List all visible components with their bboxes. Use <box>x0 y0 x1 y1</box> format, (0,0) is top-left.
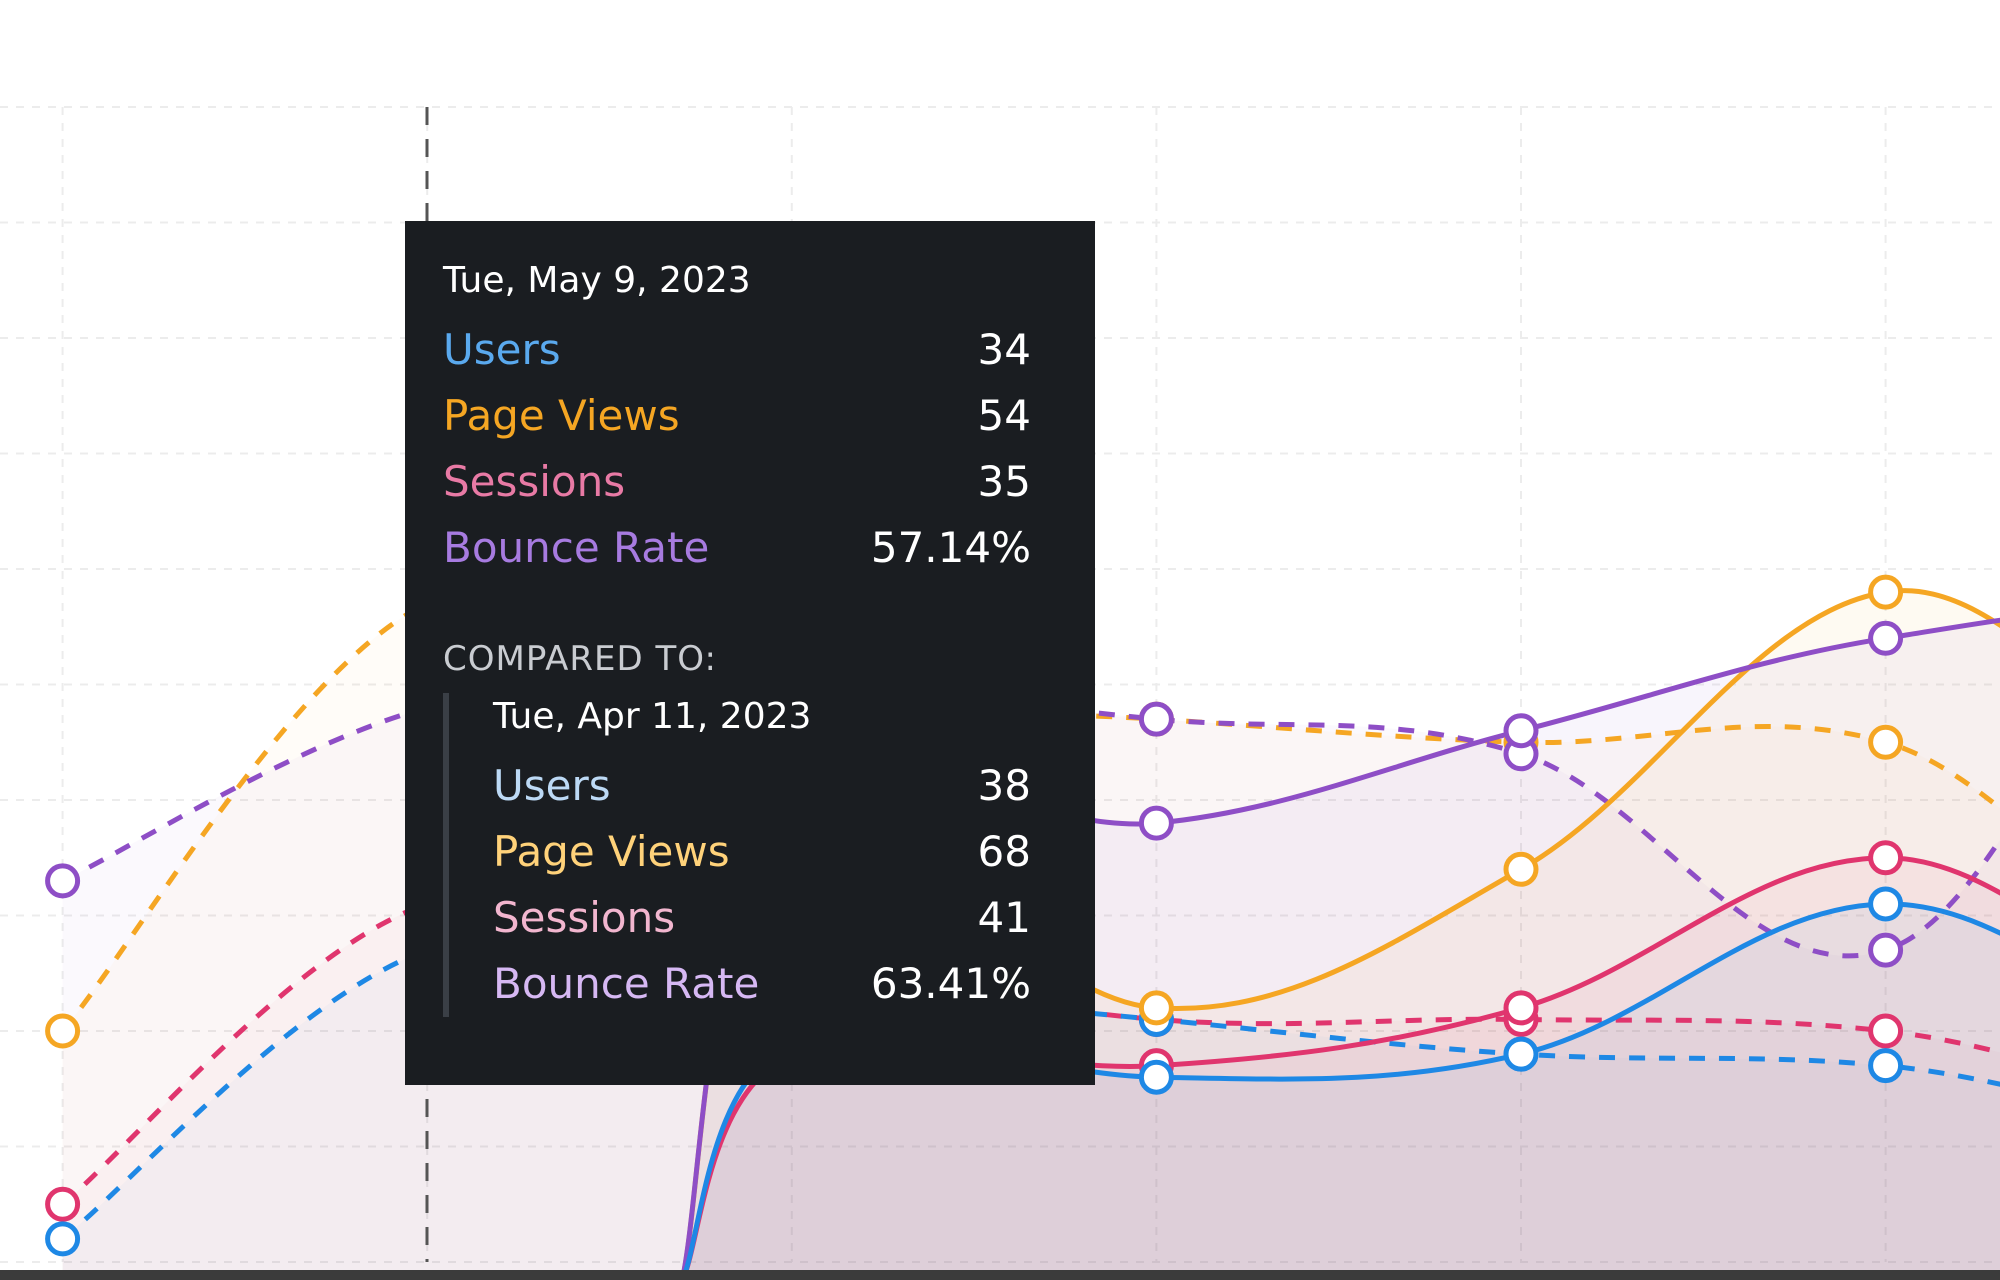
tooltip-compared-block: Tue, Apr 11, 2023 Users 38 Page Views 68… <box>443 693 1031 1017</box>
line-sessions-solid <box>679 855 2000 1280</box>
tooltip-compared-row-users: Users 38 <box>493 753 1031 819</box>
point-sessions-dashed[interactable] <box>1868 1013 1904 1049</box>
area-users-solid <box>682 903 2000 1280</box>
tooltip-label-page-views: Page Views <box>443 391 680 440</box>
point-bounce_rate-solid[interactable] <box>1868 620 1904 656</box>
area-sessions-solid <box>682 857 2000 1280</box>
tooltip-row-bounce-rate: Bounce Rate 57.14% <box>443 515 1031 581</box>
point-sessions-solid[interactable] <box>1868 840 1904 876</box>
tooltip-compared-date: Tue, Apr 11, 2023 <box>493 696 812 737</box>
point-page_views-dashed[interactable] <box>45 1013 81 1049</box>
tooltip-compared-row-bounce-rate: Bounce Rate 63.41% <box>493 951 1031 1017</box>
tooltip-compared-label-sessions: Sessions <box>493 893 676 942</box>
tooltip-compared-value-sessions: 41 <box>977 893 1031 942</box>
point-users-solid[interactable] <box>1868 886 1904 922</box>
tooltip-row-page-views: Page Views 54 <box>443 383 1031 449</box>
area-bounce_rate-solid <box>682 620 2000 1280</box>
point-bounce_rate-dashed[interactable] <box>1868 932 1904 968</box>
point-sessions-dashed[interactable] <box>45 1186 81 1222</box>
point-bounce_rate-solid[interactable] <box>1503 713 1539 749</box>
point-page_views-solid[interactable] <box>1503 851 1539 887</box>
point-page_views-solid[interactable] <box>1138 990 1174 1026</box>
point-users-dashed[interactable] <box>45 1221 81 1257</box>
tooltip-compared-label-bounce-rate: Bounce Rate <box>493 959 760 1008</box>
point-users-solid[interactable] <box>1138 1059 1174 1095</box>
area-page_views-solid <box>682 590 2000 1280</box>
tooltip-label-bounce-rate: Bounce Rate <box>443 523 710 572</box>
tooltip-row-sessions: Sessions 35 <box>443 449 1031 515</box>
point-bounce_rate-dashed[interactable] <box>1138 701 1174 737</box>
point-page_views-solid[interactable] <box>1868 574 1904 610</box>
tooltip-value-bounce-rate: 57.14% <box>870 523 1031 572</box>
tooltip-label-sessions: Sessions <box>443 457 626 506</box>
tooltip-compared-label-users: Users <box>493 761 611 810</box>
bottom-edge-bar <box>0 1270 2000 1280</box>
tooltip-row-users: Users 34 <box>443 317 1031 383</box>
tooltip-compared-value-bounce-rate: 63.41% <box>870 959 1031 1008</box>
tooltip-compared-row-page-views: Page Views 68 <box>493 819 1031 885</box>
tooltip-value-sessions: 35 <box>977 457 1031 506</box>
chart-areas <box>682 590 2000 1280</box>
point-page_views-dashed[interactable] <box>1868 724 1904 760</box>
point-bounce_rate-solid[interactable] <box>1138 805 1174 841</box>
point-users-solid[interactable] <box>1503 1036 1539 1072</box>
tooltip-value-users: 34 <box>977 325 1031 374</box>
tooltip-label-users: Users <box>443 325 561 374</box>
point-sessions-solid[interactable] <box>1503 990 1539 1026</box>
tooltip-compared-value-page-views: 68 <box>977 827 1031 876</box>
point-users-dashed[interactable] <box>1868 1048 1904 1084</box>
tooltip-value-page-views: 54 <box>977 391 1031 440</box>
chart-tooltip: Tue, May 9, 2023 Users 34 Page Views 54 … <box>405 221 1095 1085</box>
tooltip-compared-value-users: 38 <box>977 761 1031 810</box>
point-bounce_rate-dashed[interactable] <box>45 863 81 899</box>
tooltip-date: Tue, May 9, 2023 <box>443 260 751 301</box>
tooltip-compared-title: COMPARED TO: <box>443 639 717 679</box>
tooltip-compared-row-sessions: Sessions 41 <box>493 885 1031 951</box>
tooltip-compared-label-page-views: Page Views <box>493 827 730 876</box>
